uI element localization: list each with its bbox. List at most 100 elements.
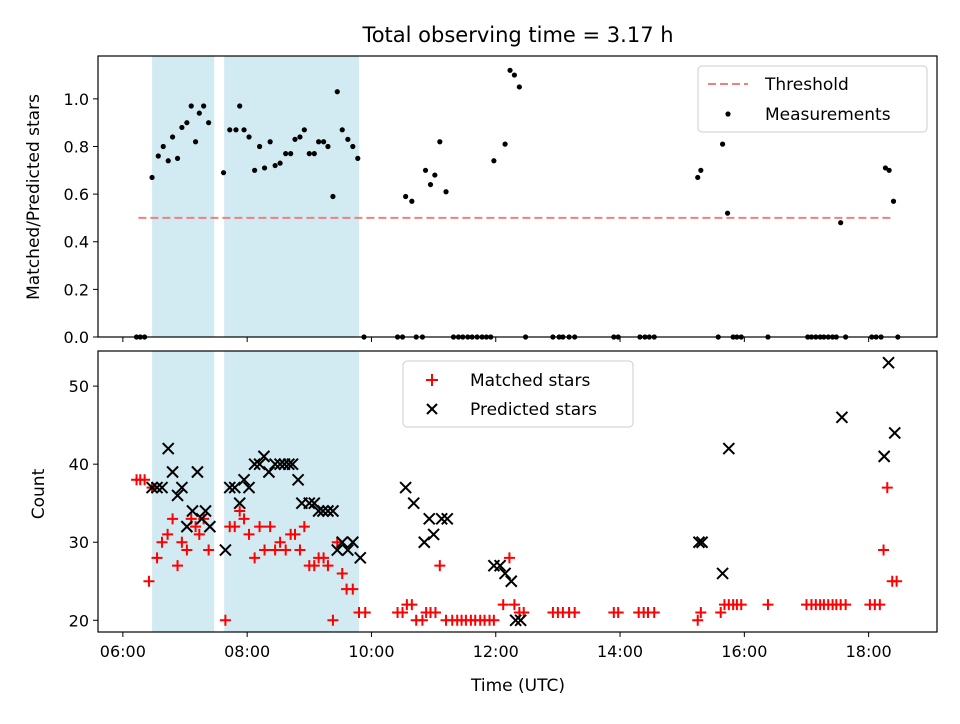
measurement-point <box>206 120 212 126</box>
measurement-point <box>188 103 194 109</box>
measurement-point <box>698 167 704 173</box>
bottom-ytick-label: 20 <box>69 611 89 630</box>
measurement-point <box>325 143 331 150</box>
legend-matched-label: Matched stars <box>470 371 590 391</box>
predicted-star-marker <box>180 520 194 533</box>
top-ytick-label: 1.0 <box>64 90 89 109</box>
predicted-star-marker <box>257 450 271 463</box>
predicted-star-marker <box>233 497 246 510</box>
predicted-star-marker <box>882 356 895 369</box>
matched-star-marker <box>254 521 266 533</box>
measurement-point <box>227 127 233 133</box>
predicted-star-marker <box>186 504 199 518</box>
measurement-point <box>160 143 166 150</box>
measurement-point <box>288 151 294 157</box>
matched-star-marker <box>612 606 624 618</box>
measurement-point <box>355 155 361 161</box>
matched-star-marker <box>139 474 151 486</box>
measurement-point <box>491 158 497 164</box>
matched-star-marker <box>327 614 339 626</box>
bottom-axes-frame <box>97 350 938 633</box>
predicted-star-marker <box>407 497 420 510</box>
bottom-xtick-label: 10:00 <box>348 642 394 661</box>
matched-star-marker <box>878 544 890 556</box>
measurement-point <box>437 139 443 145</box>
predicted-star-marker <box>248 457 261 471</box>
matched-star-marker <box>318 552 330 564</box>
measurement-point <box>695 174 701 181</box>
matched-star-marker <box>181 544 193 556</box>
measurement-point <box>192 139 199 145</box>
figure-title: Total observing time = 3.17 h <box>361 23 673 47</box>
shaded-interval-top-0 <box>152 56 215 337</box>
predicted-star-marker <box>237 473 251 486</box>
measurement-point <box>422 167 429 173</box>
measurement-point <box>201 103 207 109</box>
measurement-point <box>724 210 731 216</box>
predicted-star-marker <box>514 614 527 627</box>
measurement-point <box>339 127 345 133</box>
matched-star-marker <box>259 544 271 556</box>
predicted-star-marker <box>435 512 448 526</box>
predicted-star-marker <box>282 457 296 471</box>
predicted-star-marker <box>695 536 709 549</box>
measurement-point <box>297 134 303 140</box>
predicted-star-marker <box>722 442 736 455</box>
predicted-star-marker <box>286 457 299 471</box>
bottom-ylabel: Count <box>29 468 49 519</box>
measurement-point <box>272 162 278 169</box>
matched-star-marker <box>143 575 155 587</box>
matched-star-marker <box>891 575 903 587</box>
matched-star-marker <box>508 599 520 611</box>
measurement-point <box>233 127 239 133</box>
bottom-legend: Matched stars Predicted stars <box>402 360 634 428</box>
predicted-star-marker <box>155 481 169 494</box>
measurement-point <box>330 193 336 200</box>
legend-measurements-label: Measurements <box>765 105 891 125</box>
predicted-star-marker <box>262 465 276 479</box>
measurement-point <box>261 165 268 171</box>
matched-star-marker <box>488 614 500 626</box>
shaded-interval-top-1 <box>224 56 360 337</box>
predicted-star-marker <box>145 481 159 494</box>
predicted-star-marker <box>399 481 412 494</box>
measurement-point <box>169 134 176 140</box>
measurement-point <box>179 124 185 131</box>
matched-star-marker <box>229 521 241 533</box>
top-ytick-label: 0.0 <box>64 328 89 347</box>
measurement-point <box>196 110 202 116</box>
predicted-star-marker <box>312 504 325 518</box>
matched-star-marker <box>264 521 276 533</box>
predicted-star-marker <box>326 504 340 518</box>
matched-star-marker <box>219 614 231 626</box>
measurement-point <box>443 189 449 195</box>
top-ylabel: Matched/Predicted stars <box>24 94 44 300</box>
matched-star-marker <box>176 536 188 548</box>
legend-predicted-swatch <box>426 403 438 415</box>
measurement-point <box>334 89 340 95</box>
measurement-point <box>409 198 415 204</box>
matched-star-marker <box>193 528 205 540</box>
matched-star-marker <box>190 521 202 533</box>
measurement-point <box>886 167 892 173</box>
top-ytick-label: 0.2 <box>64 280 89 299</box>
matched-star-marker <box>308 560 320 572</box>
predicted-star-marker <box>331 543 344 557</box>
measurement-point <box>246 134 252 140</box>
legend-threshold-label: Threshold <box>764 75 849 95</box>
measurement-point <box>306 151 312 157</box>
matched-star-marker <box>274 536 286 548</box>
bottom-xtick-label: 14:00 <box>597 642 643 661</box>
measurement-point <box>838 220 844 226</box>
top-axes-frame <box>97 55 938 338</box>
matched-star-marker <box>151 552 163 564</box>
predicted-star-marker <box>692 536 706 549</box>
measurement-point <box>890 198 897 204</box>
predicted-star-marker <box>150 481 164 494</box>
measurement-point <box>256 143 263 150</box>
predicted-star-marker <box>427 528 440 541</box>
matched-star-marker <box>336 567 348 579</box>
matched-star-marker <box>269 544 281 556</box>
predicted-star-marker <box>877 450 891 463</box>
predicted-star-marker <box>716 567 729 580</box>
